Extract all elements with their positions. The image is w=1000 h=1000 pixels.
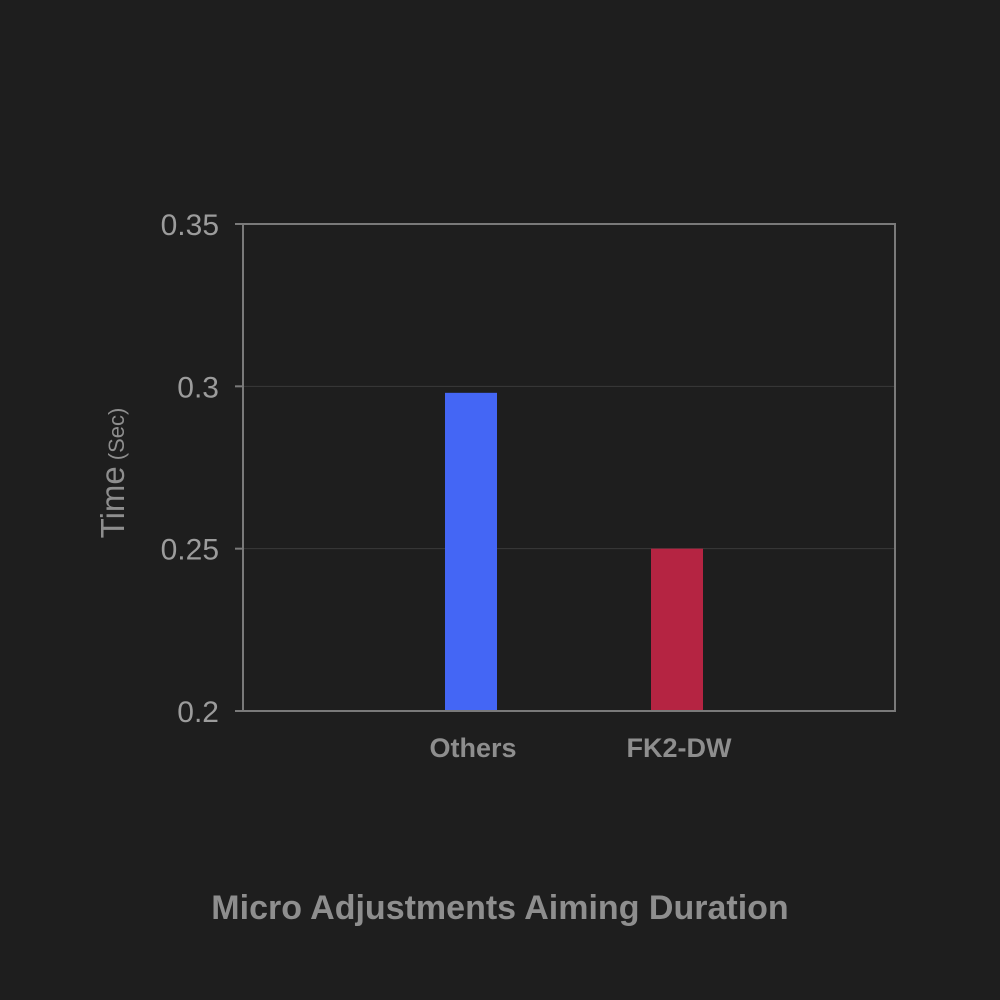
grid-lines — [243, 385, 895, 550]
y-axis-unit-label: (Sec) — [104, 408, 129, 461]
y-tick-label: 0.2 — [177, 696, 219, 729]
y-tick-label: 0.3 — [177, 371, 219, 404]
y-tick-label: 0.25 — [161, 534, 219, 567]
plot-frame — [242, 223, 896, 712]
y-axis-label: Time (Sec) — [94, 408, 131, 539]
x-category-label: FK2-DW — [627, 733, 732, 763]
x-axis-categories: Others FK2-DW — [429, 733, 732, 763]
bar-others — [445, 392, 497, 711]
y-axis-label-text: Time — [94, 466, 131, 538]
y-axis-ticks: 0.2 0.25 0.3 0.35 — [161, 209, 243, 729]
bar-fk2-dw — [651, 548, 703, 711]
x-category-label: Others — [429, 733, 516, 763]
y-tick-label: 0.35 — [161, 209, 219, 242]
bars — [445, 392, 703, 711]
chart-title: Micro Adjustments Aiming Duration — [211, 889, 788, 927]
